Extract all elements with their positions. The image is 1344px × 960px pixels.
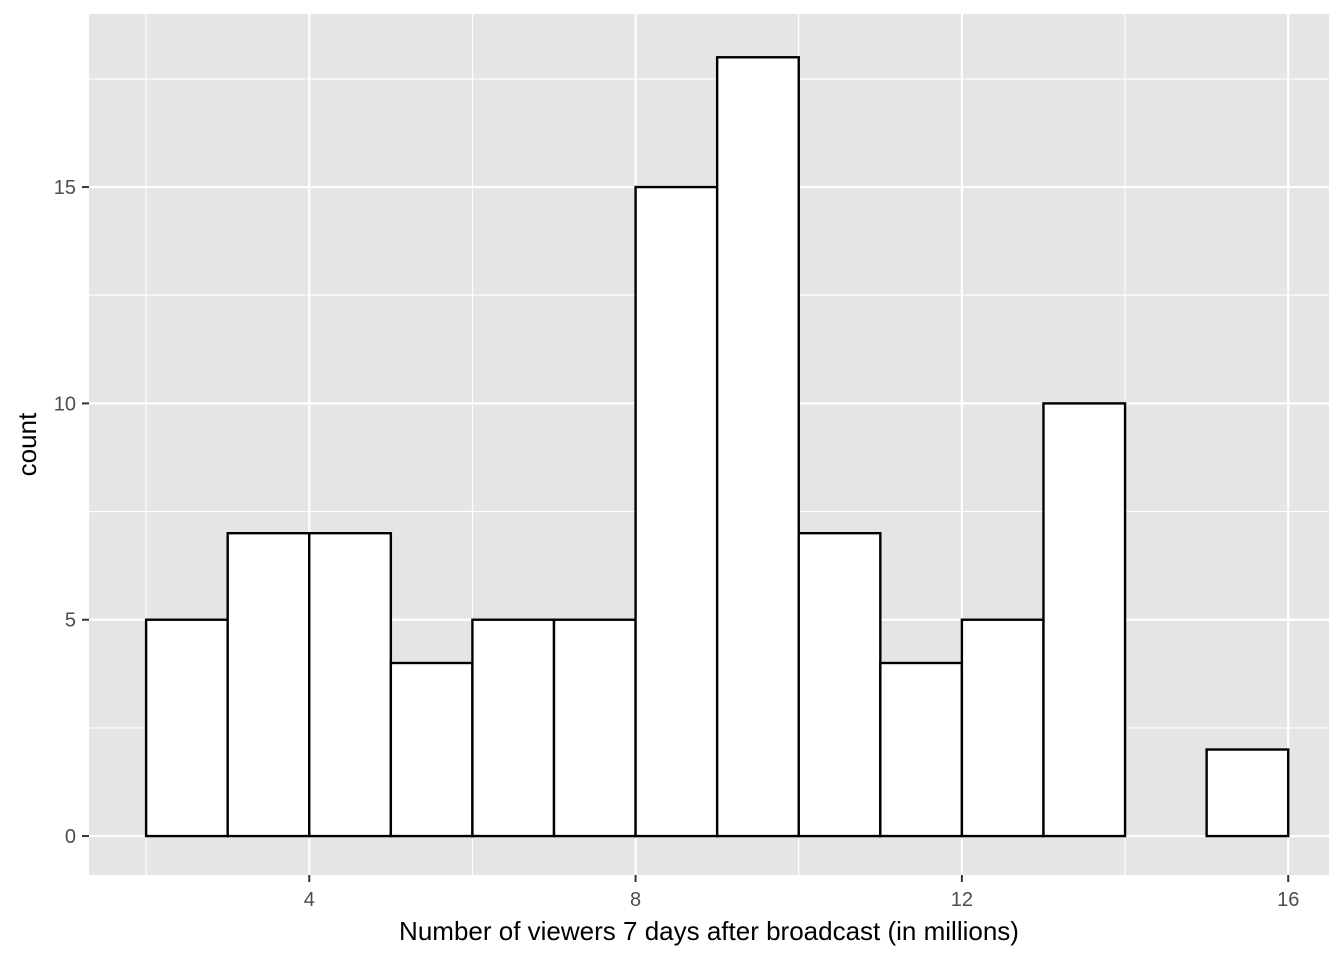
y-axis-title: count xyxy=(12,412,42,476)
histogram-bar xyxy=(226,531,311,838)
y-tick-label: 15 xyxy=(54,177,76,199)
histogram-bars xyxy=(144,56,1290,838)
histogram-bar xyxy=(634,185,719,838)
x-tick-label: 8 xyxy=(630,889,641,911)
histogram-bar xyxy=(552,618,637,838)
y-axis: 0 5 10 15 xyxy=(54,177,89,848)
histogram-bar xyxy=(1042,402,1127,838)
histogram-bar xyxy=(308,531,393,838)
y-tick-label: 0 xyxy=(65,826,76,848)
x-tick-label: 4 xyxy=(304,889,315,911)
y-tick-label: 5 xyxy=(65,610,76,632)
x-axis: 4 8 12 16 xyxy=(304,875,1299,911)
x-tick-label: 12 xyxy=(951,889,973,911)
histogram-bar xyxy=(1205,748,1290,838)
histogram-bar xyxy=(715,56,800,838)
histogram-bar xyxy=(960,618,1045,838)
y-tick-label: 10 xyxy=(54,393,76,415)
x-tick-label: 16 xyxy=(1277,889,1299,911)
histogram-bar xyxy=(144,618,229,838)
histogram-bar xyxy=(879,661,964,838)
histogram-bar xyxy=(797,531,882,838)
histogram-bar xyxy=(471,618,556,838)
histogram-bar xyxy=(389,661,474,838)
x-axis-title: Number of viewers 7 days after broadcast… xyxy=(399,916,1019,946)
